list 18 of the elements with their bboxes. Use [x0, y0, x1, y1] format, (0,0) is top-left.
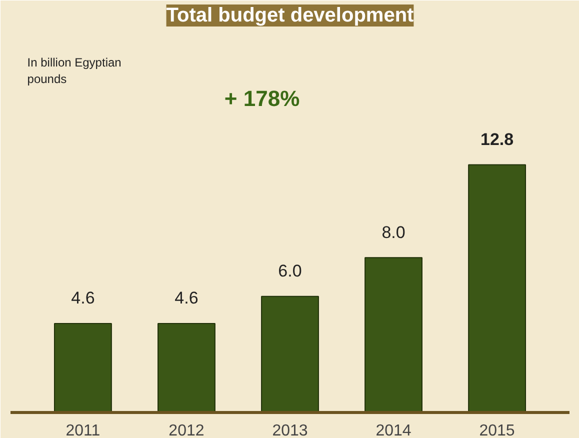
x-tick-label: 2014 — [376, 422, 412, 438]
bar — [468, 164, 526, 412]
bar — [261, 296, 319, 412]
data-label: 6.0 — [278, 262, 302, 281]
bar — [158, 322, 216, 412]
chart-title: Total budget development — [166, 4, 414, 26]
text: In billion Egyptian pounds — [27, 55, 122, 86]
data-label: 4.6 — [174, 288, 198, 308]
x-tick-label: 2015 — [479, 422, 515, 438]
x-tick-label: 2013 — [272, 422, 308, 438]
bar — [54, 322, 112, 412]
text: + 178% — [224, 86, 300, 112]
data-label: 4.6 — [71, 288, 95, 308]
bar — [364, 257, 422, 412]
x-tick-label: 2011 — [66, 422, 100, 438]
data-label: 12.8 — [480, 130, 514, 149]
x-tick-label: 2012 — [168, 422, 204, 438]
data-label: 8.0 — [382, 222, 406, 242]
